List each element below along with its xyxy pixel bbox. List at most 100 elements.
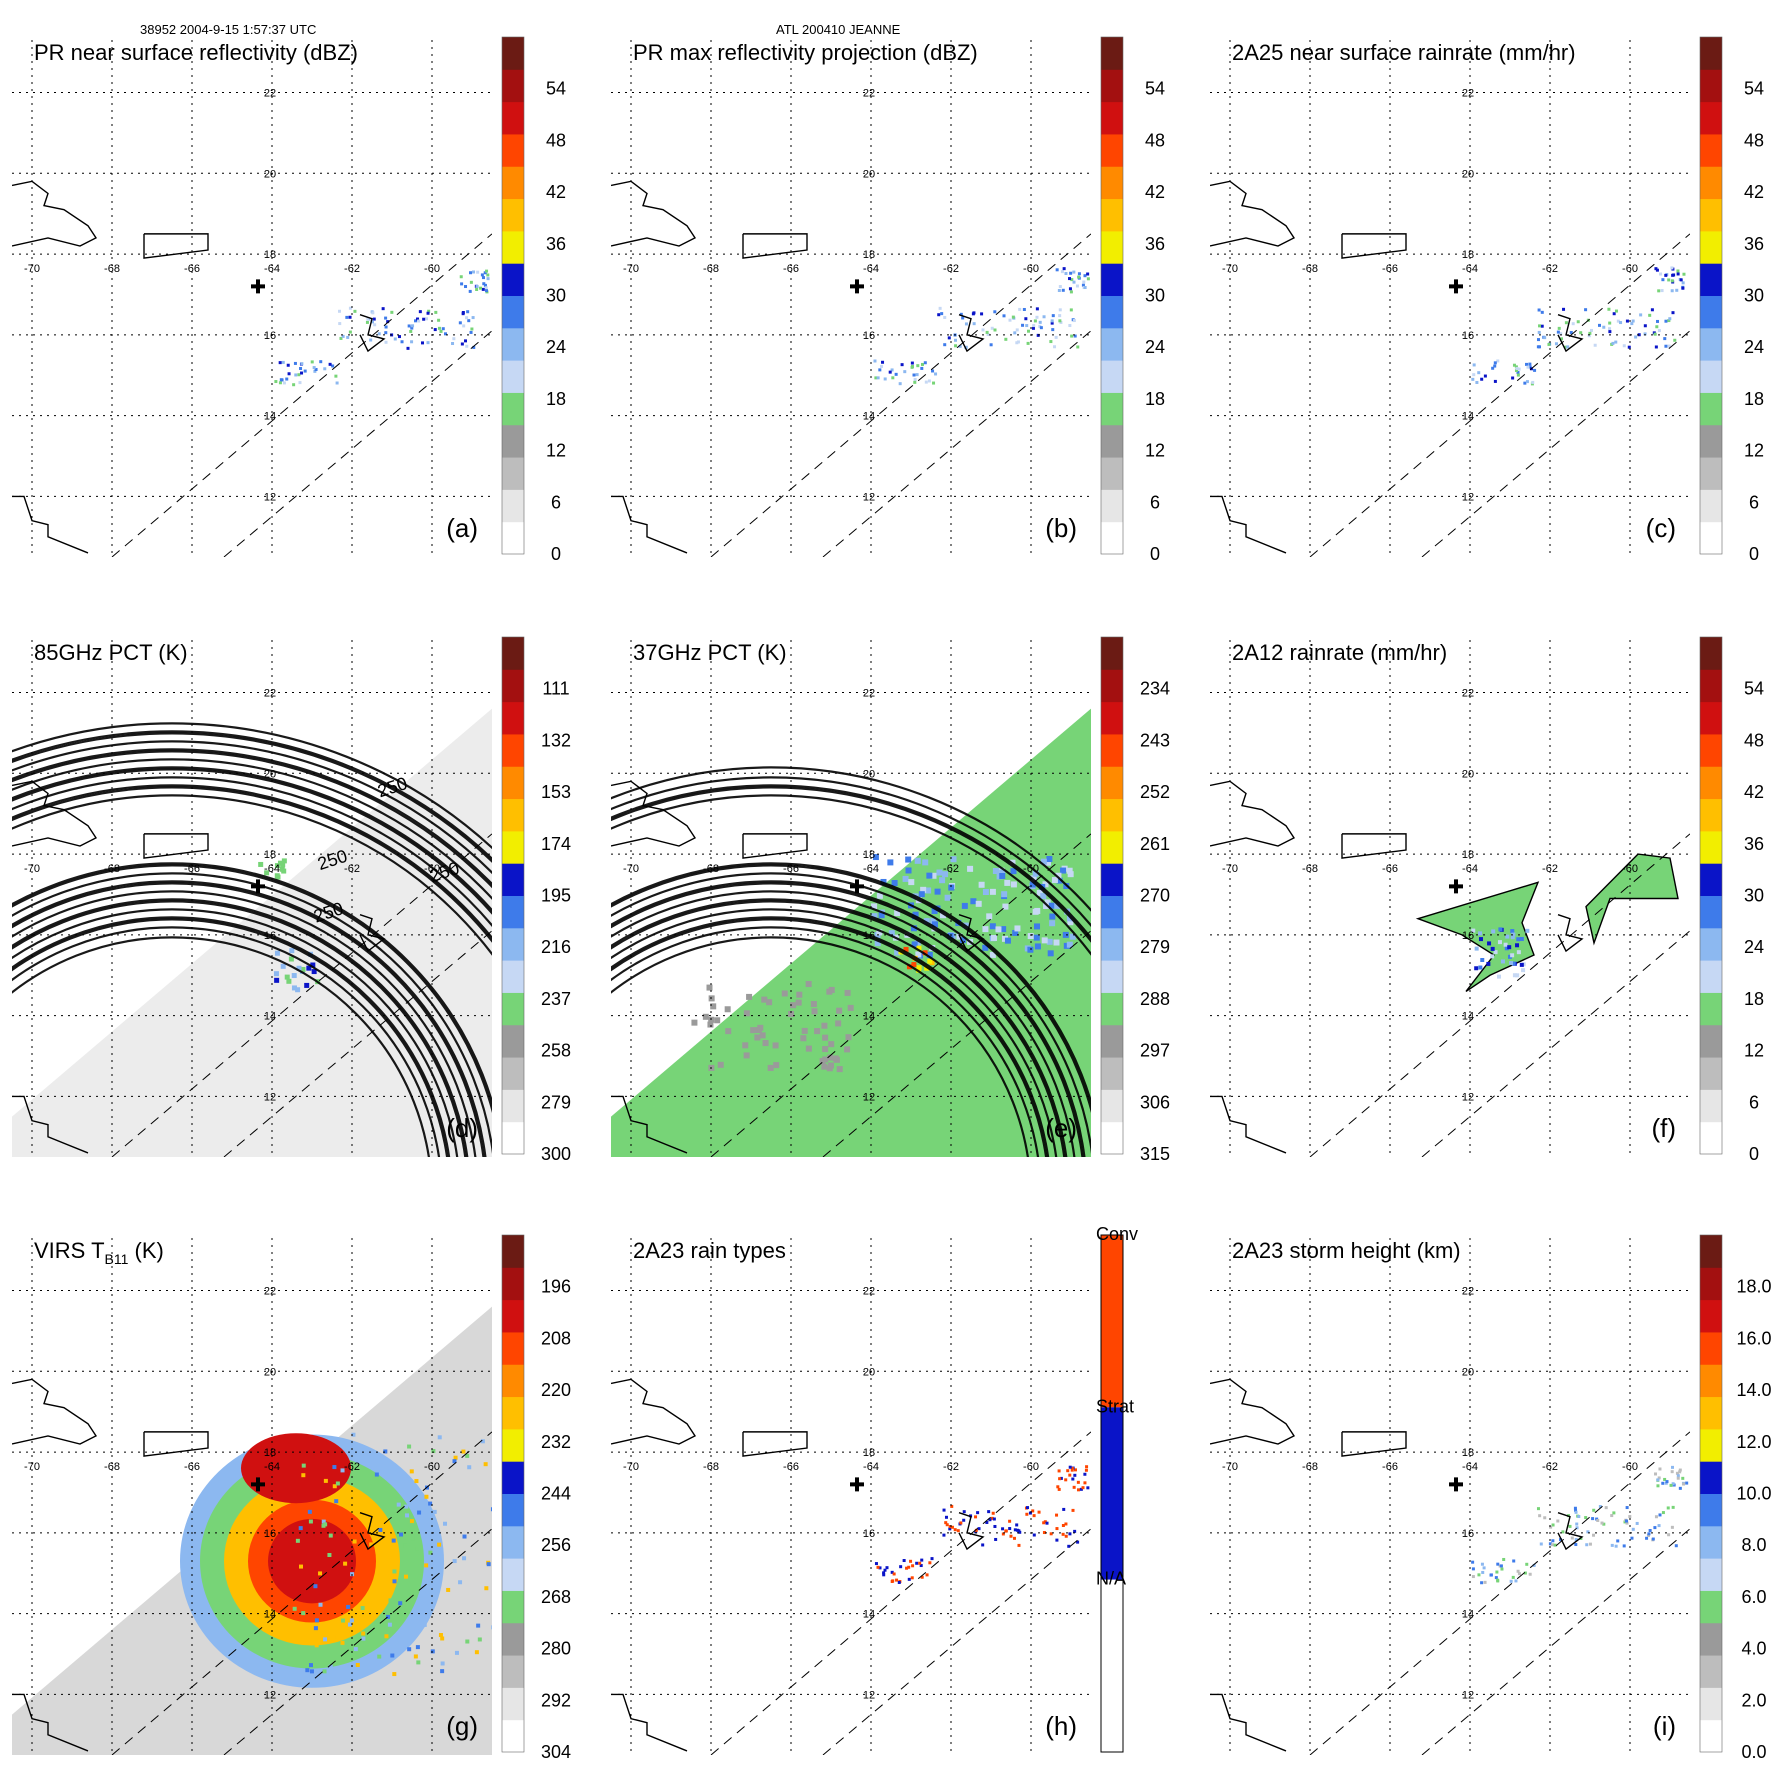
x-tick-label: -62 [943, 263, 959, 275]
y-tick-label: 16 [264, 330, 276, 342]
panel-label: (c) [1646, 513, 1676, 543]
swath-e [611, 708, 1091, 1157]
x-tick-label: -62 [344, 263, 360, 275]
coastline-puerto-rico [143, 833, 209, 859]
panel-i: -70 -68 -66 -64 -62 -60 12 14 16 18 20 22 2A23 storm… [1210, 1234, 1771, 1762]
panel-label: (d) [446, 1113, 478, 1143]
y-tick-label: 16 [1462, 930, 1474, 942]
coastline-hispaniola [12, 1378, 98, 1445]
y-tick-label: 22 [1462, 688, 1474, 700]
colorbar-tick: 36 [1744, 834, 1764, 854]
coastline-south-america [12, 1693, 89, 1752]
y-tick-label: 12 [1462, 1689, 1474, 1701]
colorbar-tick: 234 [1140, 679, 1170, 699]
colorbar-tick: 232 [541, 1432, 571, 1452]
y-tick-label: 16 [1462, 330, 1474, 342]
colorbar-tick: 297 [1140, 1041, 1170, 1061]
x-tick-label: -68 [1302, 1461, 1318, 1473]
panel-label: (a) [446, 513, 478, 543]
x-tick-label: -66 [184, 863, 200, 875]
y-tick-label: 12 [264, 491, 276, 503]
colorbar-tick: 0 [1749, 544, 1759, 564]
colorbar-tick: 4.0 [1741, 1639, 1766, 1659]
coastline-south-america [1210, 495, 1287, 554]
colorbar-tick: 8.0 [1741, 1535, 1766, 1555]
y-tick-label: 22 [264, 88, 276, 100]
colorbar-tick: 54 [1744, 679, 1764, 699]
storm-center-plus-icon [1449, 1477, 1463, 1492]
coastline-south-america [1210, 1693, 1287, 1752]
coastline-puerto-rico [143, 233, 209, 259]
x-tick-label: -70 [1222, 263, 1238, 275]
colorbar-tick: 24 [546, 337, 566, 357]
colorbar: 0 6 12 18 24 30 36 42 48 54 [501, 36, 566, 564]
colorbar: 0 6 12 18 24 30 36 42 48 54 [1699, 36, 1764, 564]
colorbar-tick: 268 [541, 1587, 571, 1607]
y-tick-label: 20 [1462, 1366, 1474, 1378]
x-tick-label: -64 [1462, 863, 1478, 875]
colorbar-tick: 0 [1150, 544, 1160, 564]
x-tick-label: -68 [703, 263, 719, 275]
coastline-hispaniola [12, 780, 98, 847]
x-tick-label: -70 [623, 863, 639, 875]
x-tick-label: -60 [1622, 863, 1638, 875]
y-tick-label: 14 [863, 411, 875, 423]
coastline-guadeloupe [958, 1511, 985, 1551]
x-tick-label: -68 [1302, 263, 1318, 275]
panel-b: -70 -68 -66 -64 -62 -60 12 14 16 18 20 22 PR max ref… [611, 36, 1165, 564]
y-tick-label: 18 [863, 1447, 875, 1459]
colorbar-tick: 279 [541, 1092, 571, 1112]
colorbar-tick: 48 [1744, 130, 1764, 150]
colorbar: 0.0 2.0 4.0 6.0 8.0 10.0 12.0 14.0 16.0 18.0 [1699, 1234, 1771, 1762]
panel-g: -70 -68 -66 -64 -62 -60 12 14 16 18 20 22 VIRS TB11 … [12, 1234, 571, 1762]
x-tick-label: -62 [344, 1461, 360, 1473]
y-tick-label: 22 [863, 1286, 875, 1298]
x-tick-label: -60 [1622, 263, 1638, 275]
x-tick-label: -62 [943, 1461, 959, 1473]
y-tick-label: 22 [264, 688, 276, 700]
colorbar-tick: 18 [1744, 989, 1764, 1009]
y-tick-label: 18 [264, 1447, 276, 1459]
colorbar-tick: 0 [1749, 1144, 1759, 1164]
x-tick-label: -68 [703, 863, 719, 875]
coastline-guadeloupe [958, 313, 985, 353]
y-tick-label: 18 [863, 849, 875, 861]
colorbar-tick: 6 [551, 492, 561, 512]
coastline-hispaniola [12, 180, 98, 247]
coastline-puerto-rico [1341, 233, 1407, 259]
x-tick-label: -64 [264, 1461, 280, 1473]
colorbar-tick: 196 [541, 1277, 571, 1297]
colorbar-tick: Conv [1096, 1224, 1138, 1244]
y-tick-label: 14 [264, 1011, 276, 1023]
colorbar-tick: 304 [541, 1742, 571, 1762]
y-tick-label: 12 [264, 1091, 276, 1103]
coastline-south-america [611, 1693, 688, 1752]
storm-center-plus-icon [850, 279, 864, 294]
colorbar-tick: 237 [541, 989, 571, 1009]
y-tick-label: 14 [1462, 1609, 1474, 1621]
colorbar-tick: 48 [546, 130, 566, 150]
coastline-hispaniola [611, 780, 697, 847]
colorbar-tick: 6 [1150, 492, 1160, 512]
x-tick-label: -60 [1023, 863, 1039, 875]
panel-title: 85GHz PCT (K) [34, 640, 188, 665]
x-tick-label: -62 [1542, 863, 1558, 875]
coastline-puerto-rico [1341, 833, 1407, 859]
panel-title: PR max reflectivity projection (dBZ) [633, 40, 978, 65]
storm-center-plus-icon [251, 279, 265, 294]
x-tick-label: -60 [1023, 1461, 1039, 1473]
x-tick-label: -66 [1382, 1461, 1398, 1473]
y-tick-label: 12 [863, 491, 875, 503]
colorbar-tick: 216 [541, 937, 571, 957]
x-tick-label: -66 [783, 863, 799, 875]
y-tick-label: 20 [1462, 168, 1474, 180]
panel-label: (i) [1653, 1711, 1676, 1741]
y-tick-label: 16 [863, 930, 875, 942]
y-tick-label: 12 [863, 1091, 875, 1103]
y-tick-label: 22 [863, 88, 875, 100]
y-tick-label: 20 [264, 168, 276, 180]
x-tick-label: -60 [424, 263, 440, 275]
coastline-south-america [611, 495, 688, 554]
colorbar: 315 306 297 288 279 270 261 252 243 234 [1100, 636, 1170, 1164]
colorbar-tick: 24 [1145, 337, 1165, 357]
